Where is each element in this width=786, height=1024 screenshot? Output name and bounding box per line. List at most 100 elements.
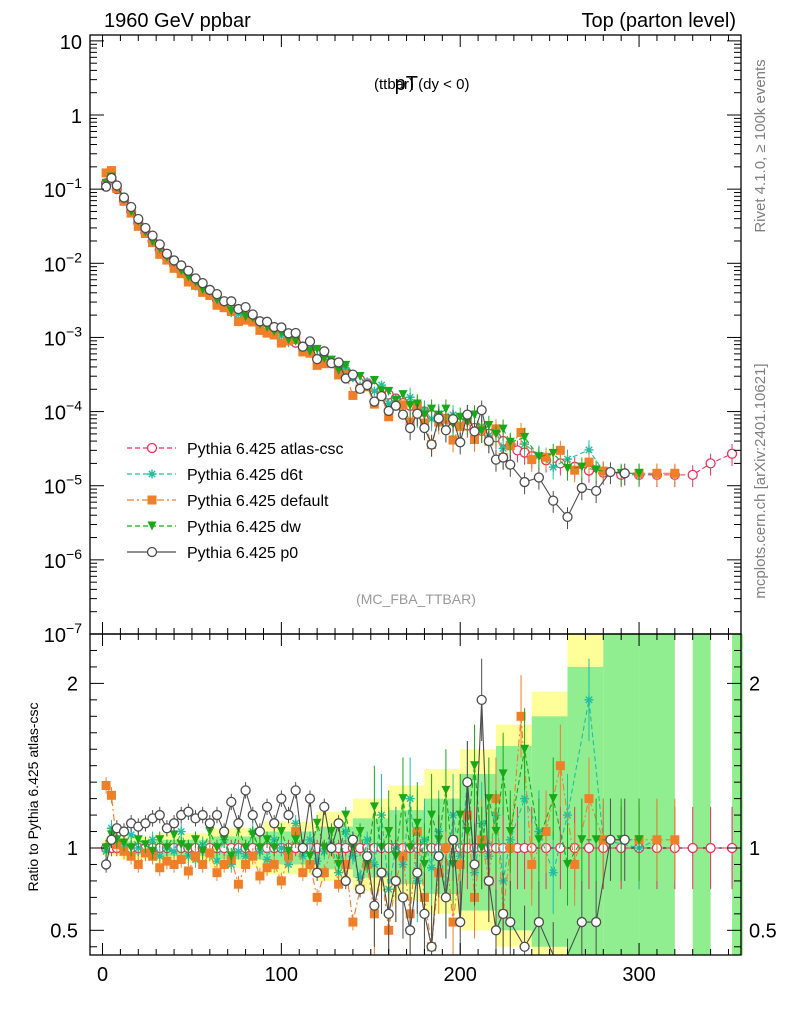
ratio-point xyxy=(312,892,322,902)
ratio-point xyxy=(440,892,452,903)
data-point xyxy=(440,425,452,436)
ratio-point xyxy=(319,801,330,812)
data-point xyxy=(348,390,358,400)
ratio-point xyxy=(384,827,394,837)
ratio-point xyxy=(198,859,208,869)
data-point xyxy=(155,249,165,259)
data-point xyxy=(548,495,559,506)
legend-label: Pythia 6.425 atlas-csc xyxy=(187,441,344,458)
legend-label: Pythia 6.425 dw xyxy=(187,519,301,536)
ratio-point xyxy=(161,823,173,834)
ratio-point xyxy=(126,843,136,853)
data-point xyxy=(390,400,401,411)
ratio-point xyxy=(390,875,401,887)
ratio-point xyxy=(634,835,644,845)
ratio-point xyxy=(441,843,451,853)
y-tick-label: 10−7 xyxy=(44,620,82,647)
legend: Pythia 6.425 atlas-csc Pythia 6.425 d6t Py… xyxy=(127,441,344,562)
data-point xyxy=(319,353,329,363)
series-main-pythia-6-425-default xyxy=(101,166,680,486)
data-point xyxy=(577,462,587,472)
chart-title: pT xyxy=(395,73,418,95)
ratio-point xyxy=(527,859,537,869)
x-tick-label: 300 xyxy=(622,964,655,986)
data-point xyxy=(240,301,251,313)
ratio-point xyxy=(405,843,415,853)
ratio-band-inner xyxy=(639,634,675,955)
ratio-point xyxy=(348,851,358,861)
ratio-point xyxy=(483,875,494,887)
ratio-point xyxy=(226,851,236,861)
ratio-point xyxy=(205,848,215,858)
y-tick-label: 10−4 xyxy=(44,398,82,425)
ratio-point xyxy=(191,851,201,861)
ratio-point xyxy=(204,818,215,829)
data-point xyxy=(412,408,423,419)
ratio-point xyxy=(398,794,408,804)
ratio-point xyxy=(169,859,179,869)
ratio-point xyxy=(670,835,680,845)
ratio-point xyxy=(520,794,530,804)
ratio-point xyxy=(140,840,150,850)
ratio-point xyxy=(427,863,437,873)
ratio-point xyxy=(106,790,116,800)
ratio-y-tick-label: 1 xyxy=(67,838,78,860)
data-point xyxy=(448,435,458,445)
data-point xyxy=(384,399,394,409)
data-point xyxy=(584,457,594,467)
data-point xyxy=(183,277,193,287)
data-point xyxy=(140,222,151,234)
ratio-point xyxy=(548,868,558,878)
data-point xyxy=(100,181,112,192)
data-point xyxy=(276,322,287,333)
ratio-band-inner xyxy=(567,666,604,955)
series-line xyxy=(105,178,733,476)
data-point xyxy=(334,370,344,380)
analysis-label: (MC_FBA_TTBAR) xyxy=(356,591,476,607)
ratio-point xyxy=(269,843,279,853)
data-point xyxy=(520,432,530,442)
ratio-point xyxy=(340,875,351,887)
ratio-point xyxy=(126,830,136,840)
data-point xyxy=(305,347,315,357)
mcplots-label: mcplots.cern.ch [arXiv:2401.10621] xyxy=(752,363,769,598)
ratio-point xyxy=(447,834,459,845)
ratio-y-tick-label-right: 1 xyxy=(749,838,760,860)
data-point xyxy=(276,338,286,348)
ratio-point xyxy=(284,846,294,856)
data-point xyxy=(605,466,616,478)
data-point xyxy=(255,325,265,335)
data-point xyxy=(118,192,130,203)
ratio-point xyxy=(262,855,272,865)
ratio-point xyxy=(348,917,358,927)
ratio-point xyxy=(297,842,308,854)
ratio-point xyxy=(291,835,301,845)
data-point xyxy=(125,201,137,213)
ratio-point xyxy=(241,843,251,853)
data-point xyxy=(505,459,516,470)
data-point xyxy=(563,463,573,473)
ratio-point xyxy=(484,794,494,804)
ratio-point xyxy=(619,834,630,845)
ratio-point xyxy=(397,892,409,903)
data-point xyxy=(405,401,415,411)
data-point xyxy=(161,248,173,259)
ratio-point xyxy=(341,827,351,837)
data-point xyxy=(398,400,408,410)
data-point xyxy=(455,437,466,448)
data-point xyxy=(312,360,322,370)
ratio-point xyxy=(101,780,111,790)
ratio-point xyxy=(412,867,423,878)
ratio-point xyxy=(269,859,279,869)
data-point xyxy=(498,424,508,434)
data-point xyxy=(652,468,662,478)
ratio-ylabel: Ratio to Pythia 6.425 atlas-csc xyxy=(25,702,41,891)
header-left: 1960 GeV ppbar xyxy=(104,10,251,32)
legend-label: Pythia 6.425 default xyxy=(187,493,329,510)
legend-marker xyxy=(146,546,158,558)
data-point xyxy=(598,466,608,476)
data-point xyxy=(347,369,359,380)
legend-entry: Pythia 6.425 default xyxy=(127,493,329,510)
ratio-point xyxy=(369,900,380,911)
ratio-point xyxy=(168,818,180,829)
